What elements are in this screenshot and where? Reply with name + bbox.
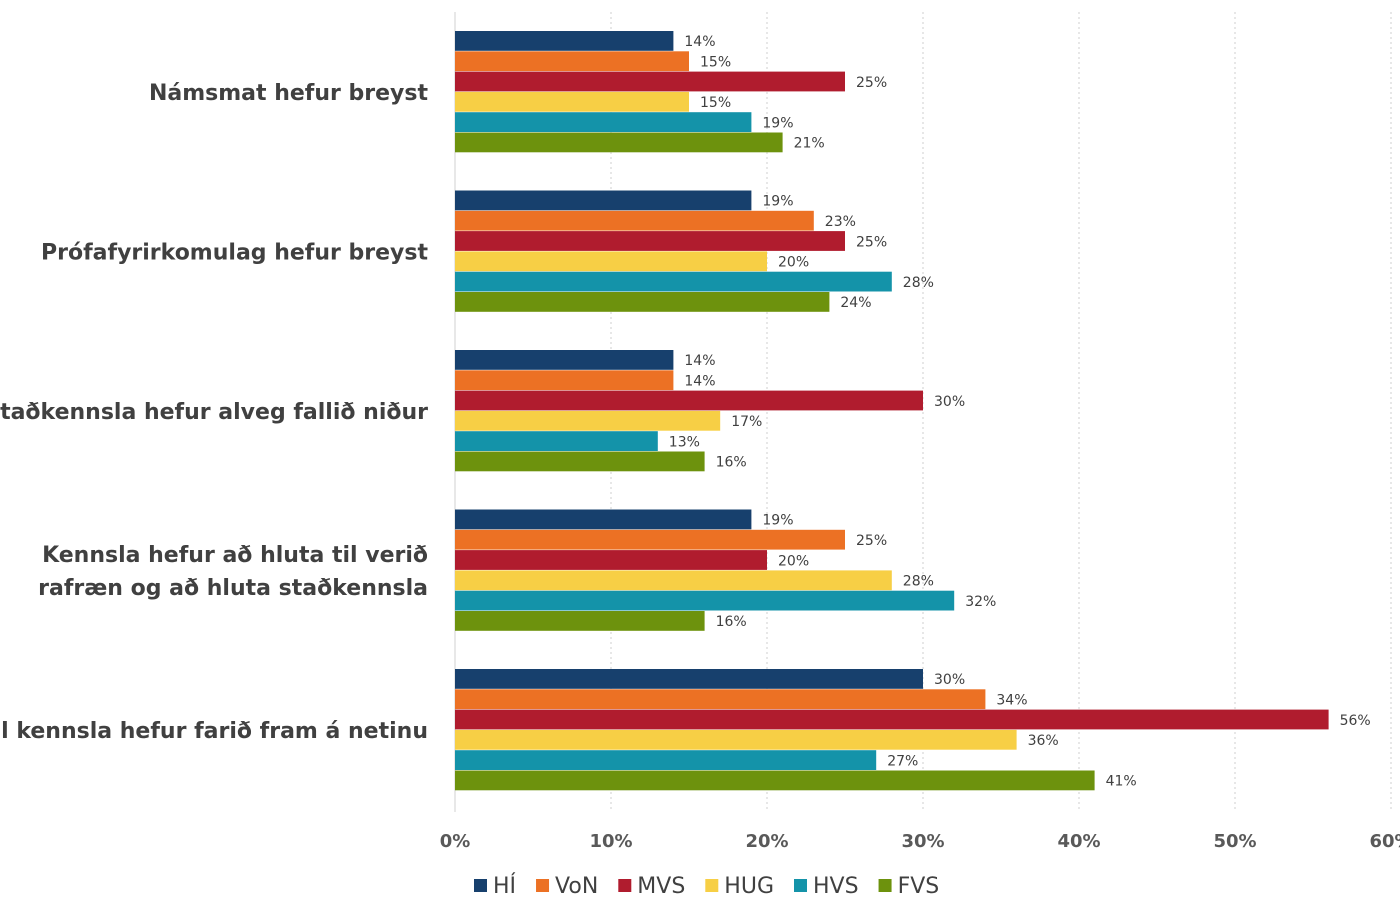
data-label: 34% — [996, 692, 1027, 708]
bar-hí — [455, 31, 674, 51]
bar-fvs — [455, 451, 705, 472]
category-label: Kennsla hefur að hluta til verið — [42, 543, 428, 568]
category-labels: Námsmat hefur breyst Prófafyrirkomulag he… — [0, 81, 428, 744]
data-label: 23% — [825, 214, 856, 230]
bar-hvs — [455, 431, 658, 451]
bar-hí — [455, 509, 752, 530]
x-tick-label: 40% — [1057, 831, 1100, 852]
category-label: Öll kennsla hefur farið fram á netinu — [0, 718, 428, 744]
data-label: 14% — [684, 373, 715, 389]
data-label: 25% — [856, 533, 887, 549]
data-label: 14% — [684, 34, 715, 50]
bar-hí — [455, 350, 674, 370]
bars — [455, 31, 1329, 791]
bar-mvs — [455, 550, 767, 570]
legend-swatch-von — [536, 879, 550, 892]
data-label: 25% — [856, 234, 887, 250]
legend-swatch-fvs — [878, 879, 892, 892]
data-label: 27% — [887, 753, 918, 769]
bar-hug — [455, 729, 1017, 750]
bar-mvs — [455, 231, 845, 251]
data-label: 24% — [840, 295, 871, 311]
data-label: 36% — [1028, 733, 1059, 749]
legend-label: MVS — [637, 874, 685, 898]
bar-von — [455, 529, 845, 550]
legend-label: VoN — [555, 874, 598, 898]
data-label: 28% — [903, 275, 934, 291]
category-label: rafræn og að hluta staðkennsla — [38, 576, 428, 601]
data-labels: 14%15%25%15%19%21%19%23%25%20%28%24%14%1… — [669, 34, 1371, 790]
data-label: 19% — [762, 513, 793, 529]
bar-mvs — [455, 709, 1329, 730]
x-tick-label: 60% — [1369, 831, 1400, 852]
bar-hug — [455, 570, 892, 591]
bar-von — [455, 51, 689, 72]
bar-mvs — [455, 390, 923, 411]
bar-hvs — [455, 271, 892, 292]
bar-hug — [455, 251, 767, 272]
data-label: 19% — [762, 194, 793, 210]
legend-label: FVS — [898, 874, 940, 898]
data-label: 56% — [1340, 713, 1371, 729]
data-label: 16% — [716, 455, 747, 471]
legend-swatch-hug — [705, 879, 719, 892]
data-label: 19% — [762, 115, 793, 131]
bar-von — [455, 370, 674, 391]
bar-fvs — [455, 132, 783, 153]
bar-von — [455, 689, 986, 710]
bar-hug — [455, 91, 689, 112]
x-tick-label: 30% — [901, 831, 944, 852]
data-label: 15% — [700, 54, 731, 70]
data-label: 20% — [778, 255, 809, 271]
data-label: 15% — [700, 95, 731, 111]
bar-hvs — [455, 750, 877, 770]
bar-hvs — [455, 590, 955, 611]
x-tick-label: 50% — [1213, 831, 1256, 852]
data-label: 16% — [716, 614, 747, 630]
legend-swatch-hvs — [794, 879, 807, 892]
bar-mvs — [455, 71, 845, 92]
data-label: 30% — [934, 394, 965, 410]
bar-hug — [455, 410, 721, 431]
data-label: 41% — [1106, 774, 1137, 790]
x-tick-label: 10% — [589, 831, 632, 852]
bar-hí — [455, 669, 923, 689]
bar-fvs — [455, 611, 705, 631]
data-label: 25% — [856, 75, 887, 91]
legend-label: HÍ — [493, 873, 516, 898]
data-label: 32% — [965, 594, 996, 610]
bar-hí — [455, 190, 752, 211]
bar-fvs — [455, 770, 1095, 791]
category-label: Staðkennsla hefur alveg fallið niður — [0, 400, 428, 425]
data-label: 13% — [669, 434, 700, 450]
x-tick-label: 20% — [745, 831, 788, 852]
legend-swatch-hí — [474, 879, 487, 892]
data-label: 17% — [731, 414, 762, 430]
data-label: 28% — [903, 574, 934, 590]
data-label: 20% — [778, 553, 809, 569]
category-label: Prófafyrirkomulag hefur breyst — [41, 240, 428, 265]
x-axis-ticks: 0% 10% 20% 30% 40% 50% 60% — [440, 831, 1400, 852]
legend-label: HVS — [813, 874, 859, 898]
legend-label: HUG — [724, 874, 774, 898]
bar-fvs — [455, 292, 830, 312]
legend-swatch-mvs — [618, 879, 632, 892]
legend: HÍ VoN MVS HUG HVS FVS — [474, 873, 939, 898]
data-label: 14% — [684, 353, 715, 369]
bar-hvs — [455, 112, 752, 132]
data-label: 21% — [794, 136, 825, 152]
category-label: Námsmat hefur breyst — [149, 81, 429, 106]
bar-von — [455, 210, 814, 231]
data-label: 30% — [934, 672, 965, 688]
x-tick-label: 0% — [440, 831, 471, 852]
